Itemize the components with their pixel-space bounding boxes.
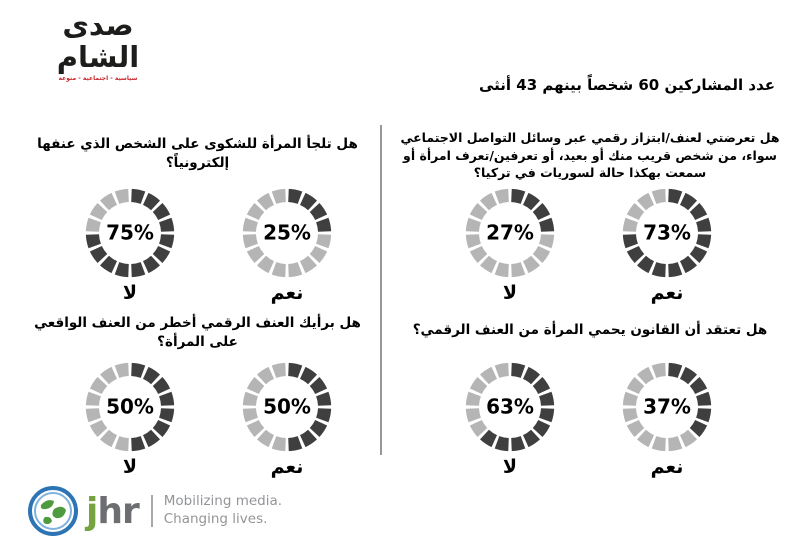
question-text-1: هل تلجأ المرأة للشكوى على الشخص الذي عنف… (37, 136, 358, 171)
donut-ring (240, 360, 334, 454)
donut-chart-q3-no: 50% (83, 360, 177, 454)
footer-divider (150, 495, 153, 527)
donut-pair-q2: 27% لا 73% نعم (455, 186, 722, 304)
donut-pair-q3: 50% لا 50% نعم (75, 360, 342, 478)
donut-chart-q4-yes: 37% (620, 360, 714, 454)
donut-chart-q2-no: 27% (463, 186, 557, 280)
donut-cell-no: 63% لا (455, 360, 565, 478)
donut-cell-no: 50% لا (75, 360, 185, 478)
donut-ring (83, 186, 177, 280)
jhr-tagline: Mobilizing media. Changing lives. (164, 493, 282, 528)
question-text-2: هل تعرضتي لعنف/ابتزاز رقمي عبر وسائل الت… (400, 130, 780, 180)
answer-label-yes: نعم (650, 456, 684, 478)
donut-chart-q3-yes: 50% (240, 360, 334, 454)
donut-pair-q4: 63% لا 37% نعم (455, 360, 722, 478)
percent-label: 25% (263, 220, 311, 245)
brand-name: صدى الشام (56, 8, 140, 74)
donut-ring (83, 360, 177, 454)
jhr-logo-hr: hr (97, 490, 139, 532)
donut-chart-q2-yes: 73% (620, 186, 714, 280)
donut-chart-q4-no: 63% (463, 360, 557, 454)
question-text-4: هل تعتقد أن القانون يحمي المرأة من العنف… (412, 322, 768, 338)
donut-chart-q1-yes: 25% (240, 186, 334, 280)
percent-label: 63% (486, 394, 534, 419)
jhr-footer: jhr Mobilizing media. Changing lives. (26, 484, 282, 538)
percent-label: 50% (106, 394, 154, 419)
answer-label-no: لا (122, 456, 138, 478)
globe-icon (28, 486, 78, 536)
percent-label: 73% (643, 220, 691, 245)
donut-ring (463, 360, 557, 454)
answer-label-yes: نعم (270, 282, 304, 304)
jhr-tagline-line2: Changing lives. (163, 511, 268, 527)
donut-cell-yes: 37% نعم (612, 360, 722, 478)
column-divider (380, 125, 382, 455)
brand-tagline: سياسية - اجتماعية - منوعة (58, 74, 138, 82)
percent-label: 75% (106, 220, 154, 245)
donut-cell-yes: 73% نعم (612, 186, 722, 304)
percent-label: 37% (643, 394, 691, 419)
question-text-3: هل برأيك العنف الرقمي أخطر من العنف الوا… (34, 315, 361, 350)
answer-label-yes: نعم (270, 456, 304, 478)
donut-pair-q1: 75% لا 25% نعم (75, 186, 342, 304)
answer-label-no: لا (502, 456, 518, 478)
participants-headline: عدد المشاركين 60 شخصاً بينهم 43 أنثى (479, 76, 775, 94)
donut-ring (620, 186, 714, 280)
answer-label-yes: نعم (650, 282, 684, 304)
jhr-tagline-line1: Mobilizing media. (163, 493, 283, 510)
donut-chart-q1-no: 75% (83, 186, 177, 280)
donut-cell-no: 27% لا (455, 186, 565, 304)
jhr-logo-j: j (86, 490, 98, 532)
answer-label-no: لا (502, 282, 518, 304)
percent-label: 50% (263, 394, 311, 419)
donut-ring (620, 360, 714, 454)
jhr-logo-text: jhr (86, 490, 140, 532)
donut-cell-no: 75% لا (75, 186, 185, 304)
donut-cell-yes: 50% نعم (232, 360, 342, 478)
percent-label: 27% (486, 220, 534, 245)
answer-label-no: لا (122, 282, 138, 304)
donut-cell-yes: 25% نعم (232, 186, 342, 304)
donut-ring (463, 186, 557, 280)
sada-alsham-logo: صدى الشام سياسية - اجتماعية - منوعة (30, 8, 166, 82)
donut-ring (240, 186, 334, 280)
